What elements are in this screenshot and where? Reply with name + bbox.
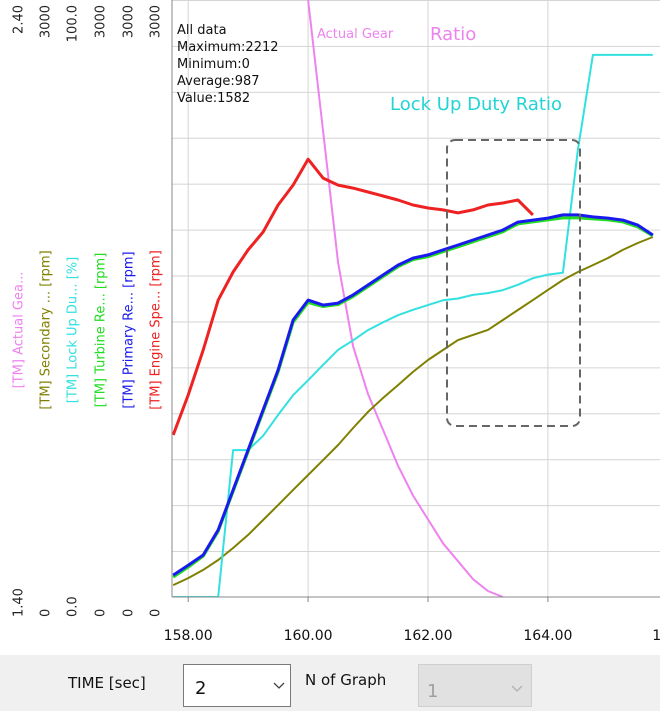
annotation: Ratio [430,24,476,45]
y-tick-label: 0 [94,609,109,617]
graph-label: N of Graph [305,671,386,689]
y-tick-label: 3000 [122,5,137,38]
info-line: Value:1582 [177,91,250,106]
dropdown-arrow [511,685,523,692]
series-name: [TM] Turbine Re... [rpm] [94,253,109,408]
x-tick-label: 162.00 [403,628,452,644]
x-tick-label: 160.00 [284,628,333,644]
y-tick-label: 100.0 [66,5,81,42]
y-tick-label: 0 [122,609,137,617]
time-select[interactable] [183,664,291,707]
x-tick-label: 166. [652,628,660,644]
series-name: [TM] Primary Re... [rpm] [122,251,137,408]
y-tick-label: 0 [39,609,54,617]
series-line [172,157,534,436]
x-tick-label: 158.00 [164,628,213,644]
y-tick-label: 3000 [149,5,164,38]
y-tick-label: 1.40 [12,588,27,617]
series-name: [TM] Secondary ... [rpm] [39,250,54,409]
series-line [307,0,504,597]
info-line: Minimum:0 [177,57,250,72]
info-line: All data [177,23,227,38]
y-tick-label: 0 [149,609,164,617]
time-select-value: 2 [195,678,206,699]
series-line [172,213,654,577]
y-tick-label: 3000 [39,5,54,38]
info-line: Maximum:2212 [177,40,279,55]
series-name: [TM] Actual Gea... [12,272,27,389]
annotation: Actual Gear [317,27,394,42]
y-tick-label: 0.0 [66,596,81,617]
time-label: TIME [sec] [67,674,146,692]
series-line [173,53,653,597]
control-panel [0,655,660,711]
y-tick-label: 3000 [94,5,109,38]
highlight-box [446,139,581,427]
graph-select-value: 1 [427,681,438,702]
y-tick-label: 2.40 [12,5,27,34]
graph-select [418,664,532,707]
plot-grid-background [172,0,660,597]
info-line: Average:987 [177,74,260,89]
x-tick-label: 164.00 [523,628,572,644]
series-line [172,236,654,587]
dropdown-arrow [273,682,285,689]
annotation: Lock Up Duty Ratio [390,94,562,115]
series-name: [TM] Lock Up Du... [%] [66,257,81,403]
series-name: [TM] Engine Spe... [rpm] [149,250,164,410]
